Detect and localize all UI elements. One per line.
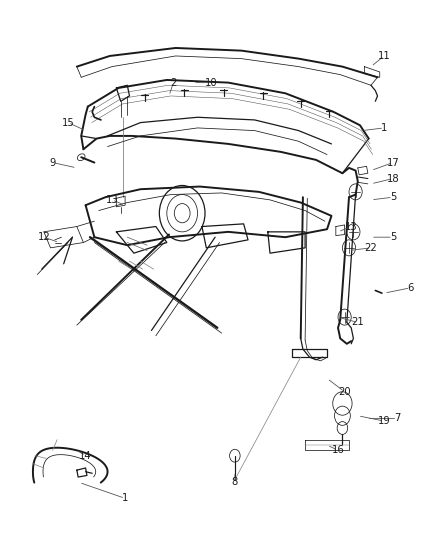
Text: 21: 21 <box>350 318 364 327</box>
Text: 1: 1 <box>380 123 386 133</box>
Text: 9: 9 <box>49 158 56 167</box>
Text: 18: 18 <box>386 174 398 183</box>
Text: 2: 2 <box>170 78 176 87</box>
Text: 13: 13 <box>344 222 357 231</box>
Text: 19: 19 <box>377 416 390 426</box>
Text: 11: 11 <box>377 51 390 61</box>
Text: 7: 7 <box>393 414 399 423</box>
Text: 20: 20 <box>338 387 350 397</box>
Text: 5: 5 <box>389 192 395 202</box>
Text: 12: 12 <box>37 232 50 242</box>
Text: 6: 6 <box>406 283 413 293</box>
Text: 22: 22 <box>364 243 377 253</box>
Text: 17: 17 <box>385 158 399 167</box>
Text: 5: 5 <box>389 232 395 242</box>
Text: 13: 13 <box>106 195 118 205</box>
Text: 14: 14 <box>79 451 92 461</box>
Text: 1: 1 <box>122 494 128 503</box>
Text: 8: 8 <box>231 478 237 487</box>
Text: 15: 15 <box>61 118 74 127</box>
Text: 10: 10 <box>204 78 216 87</box>
Text: 16: 16 <box>331 446 344 455</box>
